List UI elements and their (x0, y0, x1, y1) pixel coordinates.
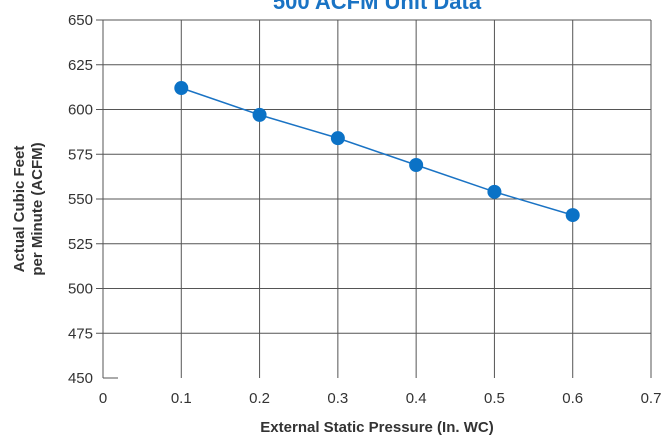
y-tick-label: 475 (68, 325, 93, 342)
x-tick-label: 0.2 (249, 390, 270, 407)
series-line (181, 87, 573, 216)
y-tick-label: 450 (68, 370, 93, 387)
x-tick-label: 0.3 (327, 390, 348, 407)
x-tick-label: 0.7 (641, 390, 662, 407)
x-tick-label: 0.5 (484, 390, 505, 407)
grid-lines (96, 19, 652, 379)
x-tick-labels: 0 0.1 0.2 0.3 0.4 0.5 0.6 0.7 (99, 390, 662, 407)
y-axis-label-group: Actual Cubic Feet per Minute (ACFM) (11, 142, 46, 275)
data-point (174, 81, 189, 96)
y-tick-label: 550 (68, 191, 93, 208)
y-tick-labels: 450 475 500 525 550 575 600 625 650 (68, 12, 93, 387)
y-axis-label-line-1: Actual Cubic Feet (11, 146, 28, 273)
data-point (487, 184, 502, 199)
y-tick-label: 650 (68, 12, 93, 29)
y-tick-label: 525 (68, 236, 93, 253)
y-tick-label: 500 (68, 281, 93, 298)
chart-title: 500 ACFM Unit Data (273, 0, 482, 14)
y-axis-label-line-2: per Minute (ACFM) (29, 142, 46, 275)
y-tick-label: 600 (68, 102, 93, 119)
x-tick-label: 0 (99, 390, 107, 407)
x-tick-label: 0.4 (406, 390, 427, 407)
y-tick-label: 625 (68, 57, 93, 74)
y-tick-label: 575 (68, 146, 93, 163)
data-point (565, 208, 580, 223)
x-axis-label: External Static Pressure (In. WC) (260, 419, 493, 436)
data-point (252, 107, 267, 122)
x-tick-label: 0.6 (562, 390, 583, 407)
x-tick-label: 0.1 (171, 390, 192, 407)
data-series (174, 81, 580, 223)
data-point (330, 131, 345, 146)
data-point (409, 157, 424, 172)
